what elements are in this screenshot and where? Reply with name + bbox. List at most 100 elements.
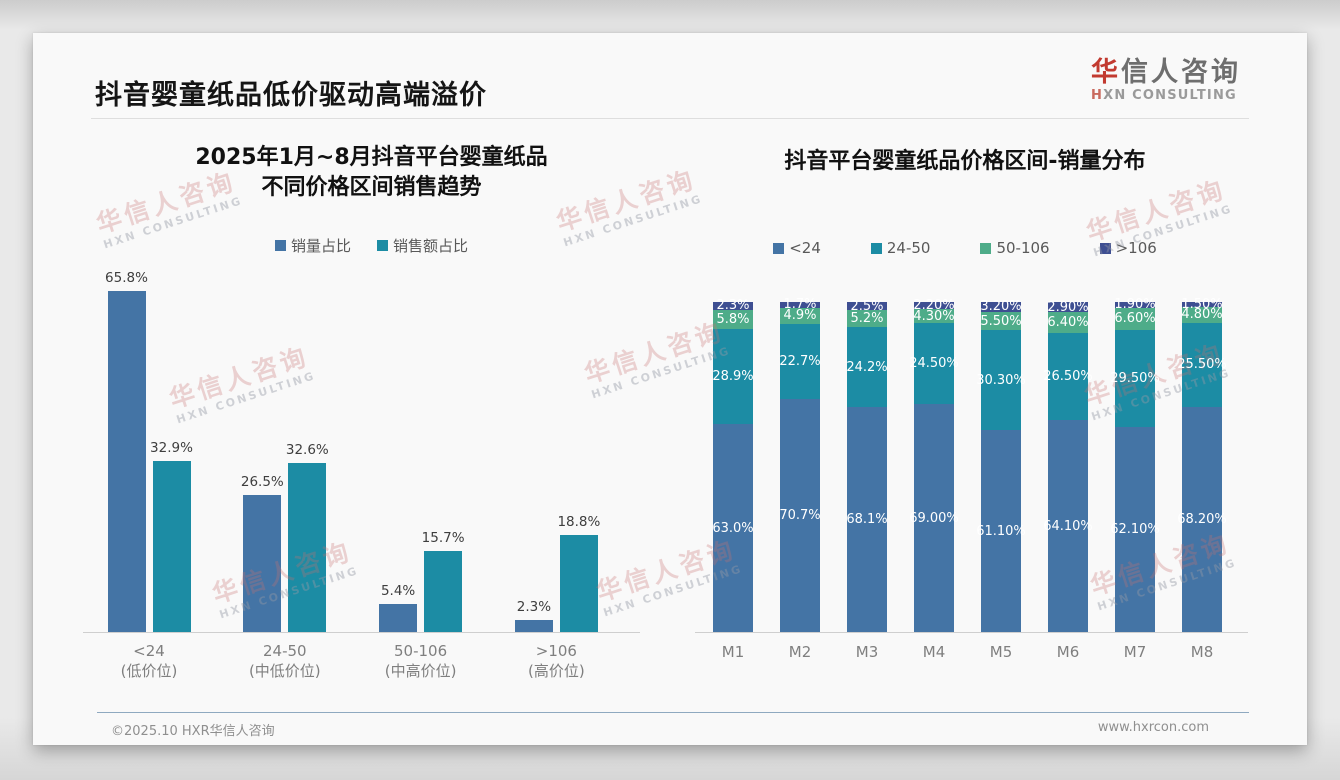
segment-label: 4.30% <box>913 308 955 324</box>
bar-segment-50-106 <box>1115 307 1155 330</box>
bar-segment->106 <box>1182 302 1222 307</box>
bar-segment-<24 <box>1048 420 1088 632</box>
category-range: 50-106 <box>394 642 448 660</box>
value-label: 32.6% <box>285 441 329 458</box>
bar-segment->106 <box>1048 302 1088 312</box>
bar-segment-<24 <box>1115 427 1155 632</box>
segment-label: 68.20% <box>1177 511 1227 527</box>
bar-销售额占比 <box>288 462 327 632</box>
category-tier: (高价位) <box>528 662 585 680</box>
segment-label: 4.9% <box>783 308 817 324</box>
bar-segment-50-106 <box>713 309 753 329</box>
left-chart-title-line2: 不同价格区间销售趋势 <box>261 175 482 200</box>
footer-website: www.hxrcon.com <box>1097 720 1209 735</box>
legend-swatch <box>980 242 992 254</box>
legend-label: <24 <box>789 239 821 257</box>
legend-label: >106 <box>1115 239 1157 257</box>
month-label: M6 <box>1056 643 1080 661</box>
bar-销售额占比 <box>424 550 463 632</box>
bar-segment-24-50 <box>1115 329 1155 428</box>
footer-copyright: ©2025.10 HXR华信人咨询 <box>111 724 275 739</box>
category-label: >106 (高价位) <box>528 641 585 681</box>
month-label: M8 <box>1190 643 1214 661</box>
segment-label: 22.7% <box>779 353 821 369</box>
month-label: M2 <box>788 643 812 661</box>
bar-销售额占比 <box>559 534 598 632</box>
bar-segment->106 <box>914 302 954 310</box>
segment-label: 61.10% <box>976 523 1026 539</box>
segment-label: 6.60% <box>1114 311 1156 327</box>
legend-label: 50-106 <box>996 239 1050 257</box>
segment-label: 28.9% <box>712 368 754 384</box>
bar-segment-24-50 <box>914 323 954 405</box>
value-label: 5.4% <box>380 583 416 599</box>
value-label: 2.3% <box>516 599 552 616</box>
bar-segment->106 <box>847 302 887 311</box>
segment-label: 3.20% <box>980 299 1022 315</box>
bar-销量占比 <box>514 620 553 632</box>
bar-销售额占比 <box>152 461 191 632</box>
right-chart-plot: 63.0% 28.9% 5.8% 2.3% M1 70.7% 22.7% 4.9% 1.7% M2… <box>695 297 1248 661</box>
bar-segment-24-50 <box>713 328 753 425</box>
bar-segment-50-106 <box>847 310 887 328</box>
segment-label: 4.80% <box>1181 307 1223 323</box>
segment-label: 64.10% <box>1043 518 1093 534</box>
month-label: M7 <box>1123 643 1147 661</box>
bar-segment-<24 <box>981 430 1021 632</box>
segment-label: 1.90% <box>1114 297 1156 313</box>
segment-label: 68.1% <box>846 512 888 528</box>
category-range: 24-50 <box>263 642 307 660</box>
legend-label: 销售额占比 <box>393 237 469 255</box>
segment-label: 24.2% <box>846 359 888 375</box>
value-label: 18.8% <box>557 513 601 530</box>
segment-label: 1.7% <box>783 297 817 313</box>
bar-segment-50-106 <box>981 312 1021 331</box>
legend-item: >106 <box>1099 239 1157 257</box>
left-chart-legend: 销量占比 销售额占比 <box>99 235 644 256</box>
segment-label: 2.90% <box>1047 299 1089 315</box>
legend-swatch <box>1099 242 1111 254</box>
bar-segment->106 <box>1115 301 1155 308</box>
logo-english-name: HXN CONSULTING <box>1091 88 1241 104</box>
segment-label: 26.50% <box>1043 369 1093 385</box>
legend-swatch <box>274 240 286 251</box>
legend-item: 销售额占比 <box>377 235 468 256</box>
segment-label: 63.0% <box>712 520 754 536</box>
bar-segment-24-50 <box>981 330 1021 431</box>
category-label: 50-106 (中高价位) <box>385 641 457 681</box>
bar-销量占比 <box>107 290 146 632</box>
segment-label: 5.2% <box>850 311 884 327</box>
watermark-line1: 华信人咨询 <box>1082 174 1230 247</box>
logo-en-first: H <box>1091 88 1104 104</box>
category-tier: (中低价位) <box>248 662 321 680</box>
segment-label: 5.50% <box>980 313 1022 329</box>
category-tier: (低价位) <box>120 662 178 680</box>
value-label: 26.5% <box>240 473 284 490</box>
segment-label: 2.20% <box>913 298 955 314</box>
bar-segment-24-50 <box>847 327 887 408</box>
bar-segment-50-106 <box>780 307 820 324</box>
month-label: M3 <box>855 643 879 661</box>
segment-label: 5.8% <box>716 311 750 327</box>
footer-divider <box>97 712 1249 713</box>
segment-label: 2.3% <box>716 298 750 314</box>
category-label: <24 (低价位) <box>121 641 178 681</box>
segment-label: 25.50% <box>1177 357 1227 373</box>
bar-segment-<24 <box>847 407 887 632</box>
bar-segment->106 <box>780 302 820 308</box>
bar-销量占比 <box>243 494 282 632</box>
company-logo: 华信人咨询 HXN CONSULTING <box>1091 57 1241 104</box>
bar-销量占比 <box>379 604 418 632</box>
bar-segment-<24 <box>780 398 820 632</box>
bar-segment-<24 <box>1182 406 1222 632</box>
legend-label: 24-50 <box>886 239 931 257</box>
month-label: M1 <box>721 643 745 661</box>
value-label: 65.8% <box>105 269 148 286</box>
page-title: 抖音婴童纸品低价驱动高端溢价 <box>95 80 487 111</box>
logo-en-rest: XN CONSULTING <box>1103 88 1237 104</box>
bar-segment-<24 <box>713 424 753 632</box>
legend-item: 50-106 <box>980 239 1050 257</box>
segment-label: 2.5% <box>850 298 884 314</box>
legend-item: 销量占比 <box>274 235 351 256</box>
legend-swatch <box>773 242 785 254</box>
